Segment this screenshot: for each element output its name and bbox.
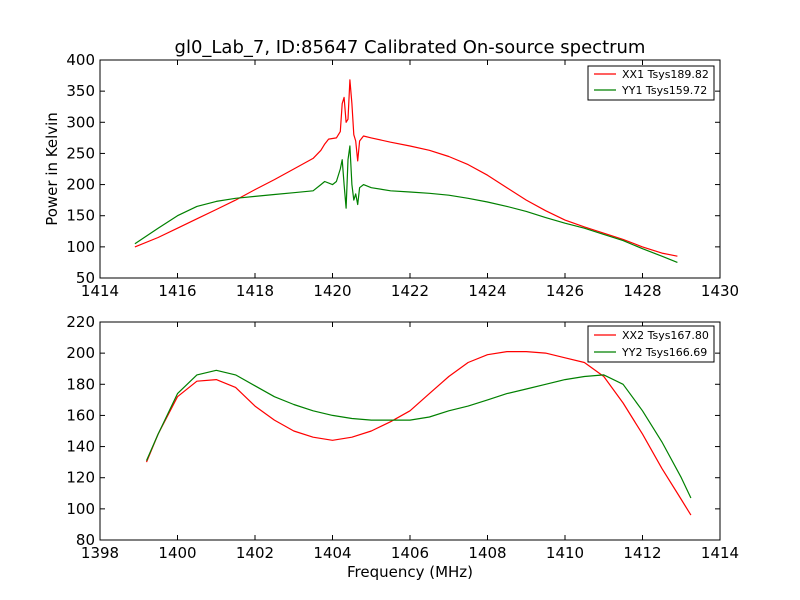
top-x-tick-label: 1414 xyxy=(81,282,119,300)
top-y-tick-label: 350 xyxy=(66,82,95,100)
bottom-plot-lines xyxy=(145,351,692,516)
top-x-tick-label: 1420 xyxy=(313,282,351,300)
bottom-x-tick-label: 1400 xyxy=(158,544,196,562)
top-x-tick-label: 1422 xyxy=(391,282,429,300)
top-x-tick-label: 1426 xyxy=(546,282,584,300)
top-legend: XX1 Tsys189.82 YY1 Tsys159.72 xyxy=(587,65,715,101)
top-plot: 1414 1416 1418 1420 1422 1424 1426 1428 1430 50 10… xyxy=(43,51,739,300)
bottom-legend-box xyxy=(587,325,715,363)
bottom-x-tick-label: 1398 xyxy=(81,544,119,562)
bottom-series-line-yy xyxy=(145,369,692,499)
top-plot-lines xyxy=(134,79,678,263)
bottom-x-tick-label: 1412 xyxy=(623,544,661,562)
bottom-legend-label-xx2: XX2 Tsys167.80 xyxy=(622,329,709,342)
top-plot-ticks: 1414 1416 1418 1420 1422 1424 1426 1428 1430 50 10… xyxy=(66,51,739,300)
bottom-y-tick-label: 180 xyxy=(66,375,95,393)
top-x-tick-label: 1428 xyxy=(623,282,661,300)
top-y-tick-label: 200 xyxy=(66,176,95,194)
bottom-y-tick-label: 160 xyxy=(66,406,95,424)
top-x-tick-label: 1430 xyxy=(701,282,739,300)
bottom-x-tick-label: 1410 xyxy=(546,544,584,562)
top-y-tick-label: 250 xyxy=(66,144,95,162)
top-legend-box xyxy=(587,65,715,101)
bottom-x-tick-label: 1404 xyxy=(313,544,351,562)
top-y-tick-label: 50 xyxy=(76,269,95,287)
bottom-legend: XX2 Tsys167.80 YY2 Tsys166.69 xyxy=(587,325,715,363)
bottom-y-tick-label: 200 xyxy=(66,344,95,362)
top-y-tick-label: 150 xyxy=(66,207,95,225)
bottom-y-tick-label: 140 xyxy=(66,438,95,456)
bottom-series-line-xx xyxy=(145,351,692,516)
top-y-tick-label: 300 xyxy=(66,113,95,131)
chart-title: gl0_Lab_7, ID:85647 Calibrated On-source… xyxy=(175,37,646,58)
top-legend-label-yy1: YY1 Tsys159.72 xyxy=(621,84,707,97)
bottom-x-axis-label: Frequency (MHz) xyxy=(347,563,473,581)
top-series-line-yy xyxy=(134,145,678,263)
top-y-axis-label: Power in Kelvin xyxy=(43,112,61,226)
top-x-tick-label: 1424 xyxy=(468,282,506,300)
bottom-x-tick-label: 1402 xyxy=(236,544,274,562)
top-y-tick-label: 400 xyxy=(66,51,95,69)
bottom-x-tick-label: 1406 xyxy=(391,544,429,562)
bottom-x-tick-label: 1414 xyxy=(701,544,739,562)
bottom-y-tick-label: 100 xyxy=(66,500,95,518)
bottom-legend-label-yy2: YY2 Tsys166.69 xyxy=(621,346,707,359)
bottom-x-tick-label: 1408 xyxy=(468,544,506,562)
bottom-y-tick-label: 220 xyxy=(66,313,95,331)
top-x-tick-label: 1418 xyxy=(236,282,274,300)
bottom-y-tick-label: 120 xyxy=(66,469,95,487)
top-series-line-xx xyxy=(134,79,678,257)
top-y-tick-label: 100 xyxy=(66,238,95,256)
bottom-plot-ticks: 1398 1400 1402 1404 1406 1408 1410 1412 1414 80 10… xyxy=(66,313,739,562)
bottom-plot: 1398 1400 1402 1404 1406 1408 1410 1412 1414 80 10… xyxy=(66,313,739,581)
bottom-y-tick-label: 80 xyxy=(76,531,95,549)
top-x-tick-label: 1416 xyxy=(158,282,196,300)
top-legend-label-xx1: XX1 Tsys189.82 xyxy=(622,68,709,81)
